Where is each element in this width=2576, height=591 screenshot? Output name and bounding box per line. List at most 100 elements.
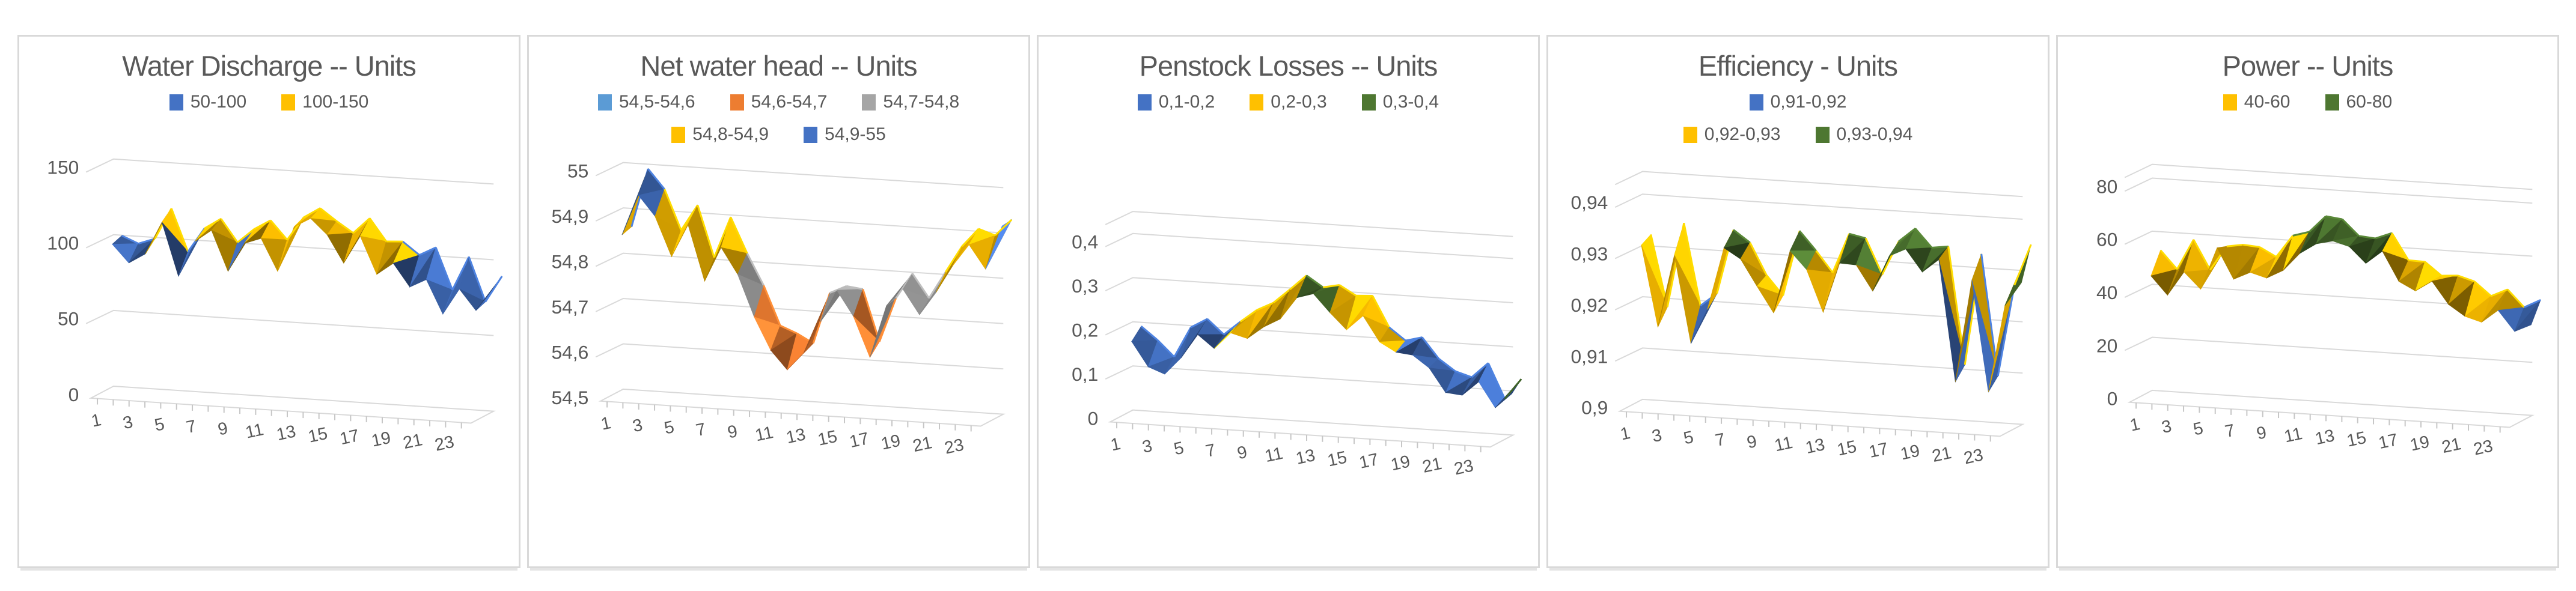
legend-swatch-icon <box>169 94 183 111</box>
legend-swatch-icon <box>1250 94 1264 111</box>
legend-label: 0,92-0,93 <box>1704 124 1781 144</box>
svg-text:3: 3 <box>2160 417 2173 438</box>
legend-label: 60-80 <box>2346 92 2393 112</box>
legend-label: 54,7-54,8 <box>883 92 960 112</box>
surface-ribbon <box>2150 215 2541 332</box>
gridlines <box>595 162 1004 370</box>
gridlines <box>2124 163 2533 363</box>
svg-text:0: 0 <box>2107 388 2118 410</box>
svg-text:9: 9 <box>2255 423 2268 444</box>
legend-item: 0,2-0,3 <box>1250 92 1327 112</box>
chart-panel-penstock-losses: Penstock Losses -- Units 0,1-0,2 0,2-0,3 0… <box>1037 35 1540 568</box>
svg-text:54,8: 54,8 <box>551 250 588 272</box>
legend-swatch-icon <box>671 126 686 143</box>
legend-row: 0,1-0,2 0,2-0,3 0,3-0,4 <box>1039 88 1538 116</box>
legend-item: 0,91-0,92 <box>1749 92 1846 112</box>
legend-label: 0,1-0,2 <box>1158 92 1215 112</box>
legend-row: 0,91-0,92 <box>1548 88 2048 116</box>
svg-text:15: 15 <box>1836 437 1858 460</box>
legend-item: 54,9-55 <box>804 124 886 145</box>
svg-text:19: 19 <box>879 431 902 454</box>
svg-text:0,4: 0,4 <box>1072 231 1098 253</box>
svg-text:19: 19 <box>2408 432 2431 455</box>
svg-text:80: 80 <box>2096 175 2117 197</box>
y-axis-labels: 80 60 40 20 0 <box>2096 175 2117 409</box>
chart-title: Efficiency - Units <box>1698 50 1898 82</box>
svg-text:13: 13 <box>784 425 807 447</box>
legend-label: 50-100 <box>190 92 247 112</box>
x-axis-labels: 1 3 5 7 9 11 13 15 17 19 21 23 <box>1619 423 1985 468</box>
svg-text:7: 7 <box>694 419 707 440</box>
svg-text:9: 9 <box>216 419 230 440</box>
legend-swatch-icon <box>1361 94 1376 111</box>
legend-label: 0,93-0,94 <box>1836 124 1913 144</box>
svg-text:3: 3 <box>631 416 644 437</box>
svg-text:0,94: 0,94 <box>1570 192 1608 213</box>
svg-text:1: 1 <box>2128 414 2141 435</box>
svg-text:15: 15 <box>1326 447 1349 470</box>
svg-text:54,5: 54,5 <box>551 387 588 408</box>
svg-text:17: 17 <box>2377 430 2400 453</box>
legend-swatch-icon <box>281 94 296 111</box>
surface-ribbon <box>621 168 1013 371</box>
svg-text:17: 17 <box>338 426 361 449</box>
svg-text:23: 23 <box>1962 445 1985 468</box>
svg-text:5: 5 <box>153 414 166 435</box>
chart-title: Water Discharge -- Units <box>122 50 417 82</box>
legend-swatch-icon <box>1137 94 1152 111</box>
legend-item: 54,7-54,8 <box>862 92 959 112</box>
svg-text:17: 17 <box>848 429 871 452</box>
svg-text:17: 17 <box>1867 439 1890 462</box>
legend-item: 0,1-0,2 <box>1137 92 1215 112</box>
legend-swatch-icon <box>2325 94 2339 111</box>
svg-text:15: 15 <box>2345 428 2368 451</box>
svg-text:40: 40 <box>2096 282 2117 303</box>
legend-item: 60-80 <box>2325 92 2393 112</box>
svg-text:23: 23 <box>943 435 966 458</box>
legend-swatch-icon <box>1683 126 1697 143</box>
legend-swatch-icon <box>1815 126 1830 143</box>
surface-plot: 0,40,30,20,101 3 5 7 9 11 13 15 17 19 21 23 <box>1072 211 1522 479</box>
svg-text:5: 5 <box>1172 438 1185 459</box>
chart-row: Water Discharge -- Units 50-100 100-150 1… <box>17 35 2559 568</box>
svg-text:7: 7 <box>2223 420 2236 441</box>
svg-text:150: 150 <box>47 157 79 178</box>
legend-item: 100-150 <box>281 92 368 112</box>
gridlines <box>85 158 494 336</box>
svg-text:11: 11 <box>244 420 266 443</box>
x-axis-labels: 1 3 5 7 9 11 13 15 17 19 21 23 <box>599 413 965 458</box>
chart-legend: 0,1-0,2 0,2-0,3 0,3-0,4 <box>1039 88 1538 116</box>
legend-item: 0,93-0,94 <box>1815 124 1913 145</box>
x-axis-labels: 1 3 5 7 9 11 13 15 17 19 21 23 <box>2128 414 2494 459</box>
svg-text:100: 100 <box>47 232 79 254</box>
svg-text:0,1: 0,1 <box>1072 363 1098 385</box>
svg-text:15: 15 <box>307 424 329 447</box>
chart-legend: 50-100 100-150 <box>19 88 519 116</box>
svg-text:0,9: 0,9 <box>1581 397 1608 419</box>
svg-text:23: 23 <box>1453 456 1476 479</box>
x-axis-ticks <box>97 398 462 429</box>
surface-ribbon <box>1131 274 1522 408</box>
legend-label: 54,9-55 <box>825 124 886 144</box>
floor <box>88 385 496 429</box>
svg-text:9: 9 <box>1236 443 1249 464</box>
chart-legend: 0,91-0,92 0,92-0,93 0,93-0,94 <box>1548 88 2048 148</box>
x-axis-ticks <box>2135 402 2501 433</box>
svg-text:0,91: 0,91 <box>1570 345 1608 367</box>
y-axis-labels: 55 54,9 54,8 54,7 54,6 54,5 <box>551 160 588 408</box>
legend-row: 50-100 100-150 <box>19 88 519 116</box>
gridlines <box>1614 171 2023 374</box>
legend-item: 54,8-54,9 <box>671 124 769 145</box>
legend-row: 54,5-54,6 54,6-54,7 54,7-54,8 <box>529 88 1028 116</box>
y-axis-labels: 150 100 50 0 <box>47 157 79 405</box>
legend-item: 54,5-54,6 <box>597 92 695 112</box>
svg-text:0,2: 0,2 <box>1072 320 1098 341</box>
chart-panel-power: Power -- Units 40-60 60-80 80 60 40 20 0 1 3 5 7 9… <box>2056 35 2559 568</box>
svg-text:20: 20 <box>2096 335 2117 356</box>
svg-text:21: 21 <box>911 433 934 456</box>
floor <box>1108 409 1515 453</box>
chart-title: Power -- Units <box>2222 50 2394 82</box>
svg-text:7: 7 <box>1204 440 1217 461</box>
svg-text:50: 50 <box>58 308 79 330</box>
